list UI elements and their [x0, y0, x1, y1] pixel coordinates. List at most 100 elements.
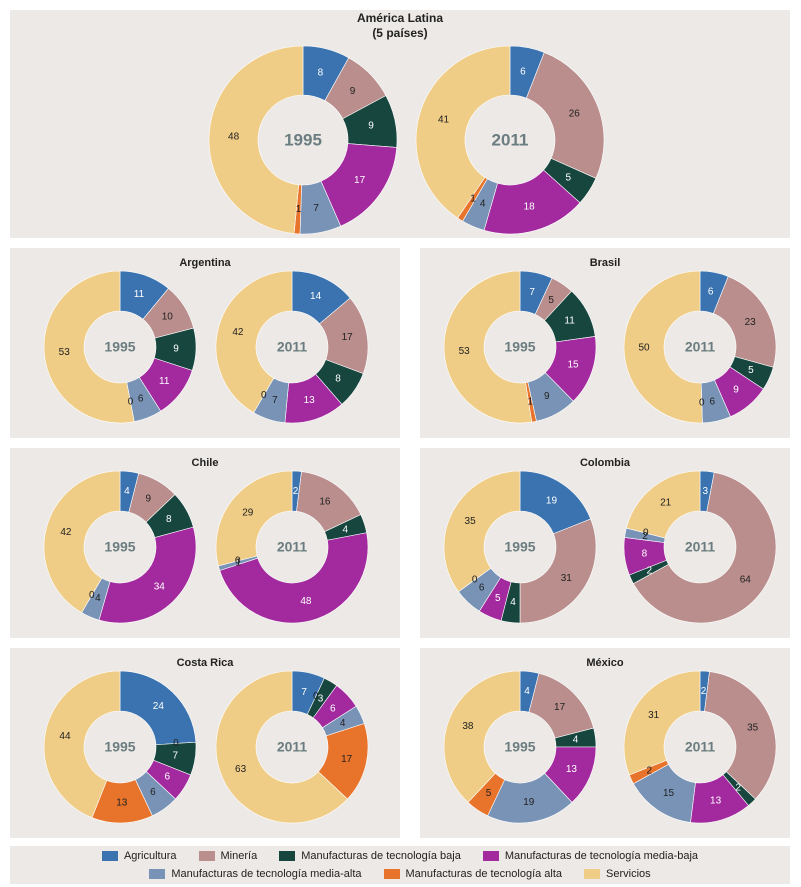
- value-label: 31: [648, 710, 660, 721]
- value-label: 8: [335, 374, 341, 385]
- center-label: 2011: [277, 339, 308, 355]
- value-label: 4: [480, 199, 486, 210]
- value-label: 6: [138, 394, 144, 405]
- value-label: 41: [438, 114, 450, 125]
- value-label: 15: [663, 788, 675, 799]
- donut-segment: [704, 671, 777, 800]
- chart-title: Brasil: [590, 257, 621, 269]
- donut-segment: [519, 518, 597, 624]
- value-label: 13: [710, 795, 722, 806]
- center-label: 1995: [504, 539, 535, 555]
- donut-segment: [626, 470, 701, 539]
- value-label: 17: [554, 702, 566, 713]
- donut-segment: [43, 270, 135, 424]
- value-label: 10: [162, 312, 174, 323]
- value-label: 19: [523, 797, 535, 808]
- legend-swatch: [101, 851, 118, 861]
- value-label: 14: [310, 291, 322, 302]
- legend-item: Agricultura: [101, 850, 177, 862]
- value-label: 63: [235, 764, 247, 775]
- value-label: 50: [638, 343, 650, 354]
- legend-label: Agricultura: [123, 850, 177, 862]
- value-label: 4: [573, 735, 579, 746]
- value-label: 1: [528, 397, 534, 408]
- value-label: 9: [173, 343, 179, 354]
- center-label: 1995: [104, 339, 135, 355]
- chart-title: Argentina: [179, 257, 231, 269]
- center-label: 2011: [685, 539, 716, 555]
- chart-subtitle: (5 países): [372, 26, 427, 40]
- value-label: 24: [153, 701, 165, 712]
- donut-segment: [712, 276, 777, 368]
- center-label: 1995: [104, 739, 135, 755]
- value-label: 9: [733, 385, 739, 396]
- value-label: 16: [319, 496, 331, 507]
- value-label: 1: [470, 194, 476, 205]
- value-label: 0: [261, 390, 267, 401]
- legend-label: Servicios: [606, 868, 651, 880]
- value-label: 5: [495, 593, 501, 604]
- value-label: 6: [330, 703, 336, 714]
- legend-swatch: [482, 851, 499, 861]
- donut-segment: [43, 670, 121, 819]
- value-label: 6: [708, 287, 714, 298]
- value-label: 2: [647, 565, 653, 576]
- legend-label: Manufacturas de tecnología alta: [405, 868, 563, 880]
- donut-segment: [415, 45, 511, 219]
- value-label: 0: [173, 738, 179, 749]
- value-label: 19: [546, 495, 558, 506]
- value-label: 5: [748, 365, 754, 376]
- donut-segment: [623, 270, 703, 424]
- value-label: 9: [145, 493, 151, 504]
- value-label: 6: [710, 396, 716, 407]
- center-label: 2011: [685, 739, 716, 755]
- value-label: 4: [342, 524, 348, 535]
- donut-segment: [119, 670, 197, 746]
- chart-title: México: [586, 657, 624, 669]
- value-label: 13: [116, 798, 128, 809]
- legend-swatch: [198, 851, 215, 861]
- legend-item: Manufacturas de tecnología media-alta: [149, 868, 362, 880]
- value-label: 2: [701, 686, 707, 697]
- donut-segment: [632, 471, 777, 624]
- value-label: 48: [300, 596, 312, 607]
- donut-segment: [43, 470, 121, 614]
- center-label: 2011: [277, 539, 308, 555]
- value-label: 53: [59, 347, 71, 358]
- donut-segment: [623, 670, 701, 776]
- value-label: 3: [318, 693, 324, 704]
- value-label: 0: [699, 398, 705, 409]
- legend-swatch: [149, 869, 166, 879]
- value-label: 7: [301, 687, 307, 698]
- value-label: 7: [313, 203, 319, 214]
- donut-segment: [215, 270, 293, 414]
- panel: [10, 10, 790, 238]
- value-label: 0: [472, 575, 478, 586]
- value-label: 0: [89, 590, 95, 601]
- legend-item: Minería: [198, 850, 257, 862]
- value-label: 8: [642, 549, 648, 560]
- value-label: 64: [740, 575, 752, 586]
- value-label: 2: [647, 765, 653, 776]
- value-label: 35: [747, 723, 759, 734]
- value-label: 31: [561, 573, 573, 584]
- value-label: 35: [465, 516, 477, 527]
- value-label: 6: [520, 66, 526, 77]
- legend-item: Manufacturas de tecnología alta: [383, 868, 563, 880]
- value-label: 2: [642, 531, 648, 542]
- value-label: 5: [548, 295, 554, 306]
- legend: Agricultura Minería Manufacturas de tecnol…: [10, 846, 790, 884]
- value-label: 23: [745, 317, 757, 328]
- value-label: 3: [702, 486, 708, 497]
- value-label: 18: [524, 201, 536, 212]
- value-label: 2: [736, 782, 742, 793]
- value-label: 11: [564, 316, 575, 327]
- value-label: 17: [341, 754, 353, 765]
- value-label: 26: [569, 108, 581, 119]
- chart-title: Costa Rica: [177, 657, 235, 669]
- donut-segment: [98, 526, 197, 624]
- chart-title: Colombia: [580, 457, 631, 469]
- legend-label: Manufacturas de tecnología baja: [301, 850, 461, 862]
